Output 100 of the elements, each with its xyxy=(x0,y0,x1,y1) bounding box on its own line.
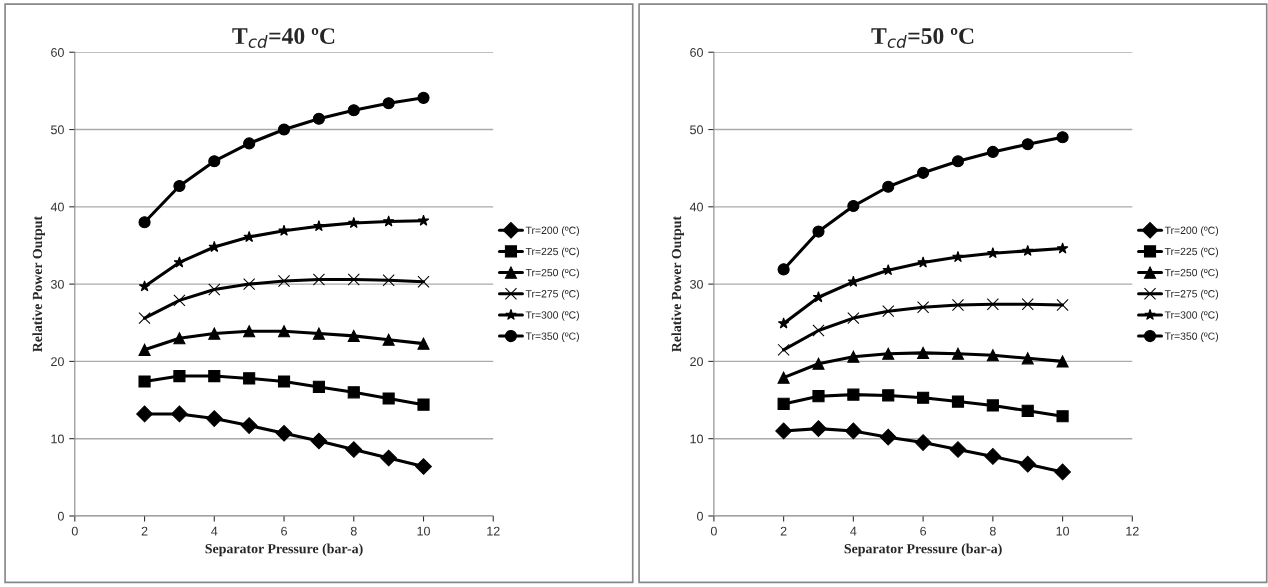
x-tick-label: 10 xyxy=(1056,526,1070,536)
point xyxy=(882,347,895,360)
point xyxy=(415,458,432,475)
x-tick-label: 6 xyxy=(920,526,927,536)
point xyxy=(949,441,967,458)
y-tick-label: 10 xyxy=(690,434,703,444)
point xyxy=(138,280,151,292)
point xyxy=(243,325,256,338)
point xyxy=(847,388,860,401)
point xyxy=(882,305,895,318)
point xyxy=(882,180,895,193)
point xyxy=(882,389,895,402)
point xyxy=(382,97,395,110)
chart-title: T$_{cd}$=40 ºC xyxy=(232,28,335,48)
x-axis-title: Separator Pressure (bar-a) xyxy=(844,543,1002,557)
x-tick-label: 2 xyxy=(141,526,148,536)
x-axis-title: Separator Pressure (bar-a) xyxy=(205,543,363,557)
point xyxy=(205,410,223,427)
point xyxy=(777,343,790,356)
legend-label: Tr=225 (ºC) xyxy=(525,247,579,258)
y-tick-label: 40 xyxy=(50,202,64,212)
point xyxy=(1021,244,1034,256)
point xyxy=(243,372,256,385)
point xyxy=(312,112,325,125)
y-tick-label: 40 xyxy=(689,202,703,212)
point xyxy=(917,166,930,179)
point xyxy=(777,263,790,276)
point xyxy=(847,312,860,325)
point xyxy=(138,343,151,356)
chart-title: T$_{cd}$=50 ºC xyxy=(871,28,974,48)
point xyxy=(382,333,395,346)
point xyxy=(347,216,360,229)
x-tick-label: 10 xyxy=(417,526,430,536)
legend-label: Tr=300 (ºC) xyxy=(525,311,579,321)
point xyxy=(1056,355,1069,368)
point xyxy=(1056,298,1069,312)
point xyxy=(951,298,965,312)
point xyxy=(417,275,430,288)
y-tick-label: 20 xyxy=(690,357,703,367)
point xyxy=(243,230,255,242)
point xyxy=(240,417,258,434)
y-tick-label: 30 xyxy=(50,279,64,289)
point xyxy=(810,420,827,438)
point xyxy=(313,220,325,232)
point xyxy=(277,123,291,136)
point xyxy=(1056,131,1069,144)
point xyxy=(1021,138,1034,151)
x-tick-label: 0 xyxy=(71,526,78,536)
legend-label: Tr=350 (ºC) xyxy=(1164,332,1219,342)
point xyxy=(1021,404,1034,417)
point xyxy=(382,392,395,405)
y-tick-label: 20 xyxy=(51,357,64,367)
point xyxy=(347,104,360,117)
point xyxy=(417,398,430,411)
legend-label: Tr=200 (ºC) xyxy=(1164,226,1219,237)
point xyxy=(1056,242,1069,254)
point xyxy=(171,405,188,423)
point xyxy=(951,395,965,408)
point xyxy=(914,434,932,451)
point xyxy=(984,448,1002,465)
point xyxy=(844,422,862,440)
y-axis-title: Relative Power Output xyxy=(671,216,685,353)
point xyxy=(417,337,430,350)
x-tick-label: 0 xyxy=(710,526,717,536)
legend-label: Tr=275 (ºC) xyxy=(1164,289,1219,300)
point xyxy=(347,329,360,342)
legend-label: Tr=350 (ºC) xyxy=(525,332,579,342)
point xyxy=(347,273,360,286)
point xyxy=(986,145,999,159)
point xyxy=(277,325,291,338)
point xyxy=(847,350,860,363)
point xyxy=(952,250,964,263)
point xyxy=(951,155,965,168)
y-tick-label: 0 xyxy=(57,511,64,521)
point xyxy=(417,214,430,226)
point xyxy=(277,274,291,288)
point xyxy=(1019,455,1037,473)
point xyxy=(1021,352,1034,365)
y-tick-label: 60 xyxy=(690,48,703,57)
point xyxy=(310,432,328,450)
point xyxy=(812,390,825,403)
point xyxy=(208,370,221,383)
point xyxy=(208,155,221,168)
legend-label: Tr=250 (ºC) xyxy=(525,268,579,279)
point xyxy=(173,332,186,345)
point xyxy=(1056,410,1069,423)
point xyxy=(173,256,186,268)
point xyxy=(812,291,825,303)
point xyxy=(951,347,965,360)
point xyxy=(917,391,930,404)
legend-label: Tr=275 (ºC) xyxy=(525,289,579,300)
point xyxy=(136,405,153,423)
point xyxy=(917,256,929,268)
point xyxy=(243,137,256,150)
point xyxy=(812,225,825,238)
point xyxy=(312,380,325,393)
point xyxy=(138,375,151,388)
point xyxy=(986,349,999,362)
point xyxy=(777,317,790,329)
point xyxy=(345,441,363,458)
